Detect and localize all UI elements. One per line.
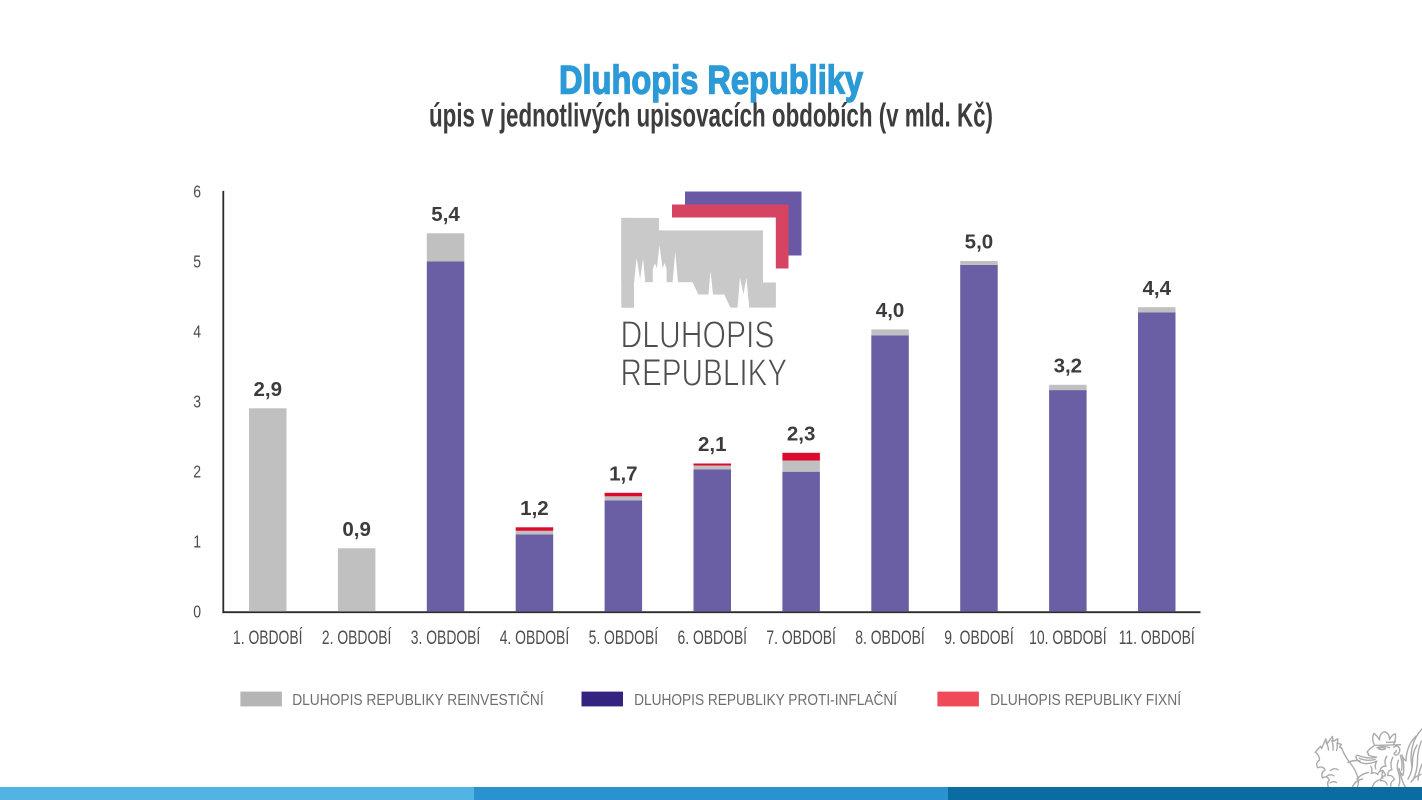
svg-text:DLUHOPIS REPUBLIKY PROTI-INFLA: DLUHOPIS REPUBLIKY PROTI-INFLAČNÍ (634, 692, 898, 709)
svg-text:1. OBDOBÍ: 1. OBDOBÍ (233, 628, 303, 649)
svg-text:2,3: 2,3 (787, 424, 816, 446)
svg-text:5: 5 (193, 251, 201, 271)
svg-text:0: 0 (193, 601, 201, 621)
svg-text:DLUHOPIS: DLUHOPIS (621, 315, 775, 357)
svg-text:6: 6 (193, 181, 201, 201)
svg-text:6. OBDOBÍ: 6. OBDOBÍ (678, 628, 748, 649)
svg-text:3. OBDOBÍ: 3. OBDOBÍ (411, 628, 481, 649)
svg-text:0,9: 0,9 (342, 519, 371, 541)
svg-text:2,1: 2,1 (698, 434, 727, 456)
svg-text:2. OBDOBÍ: 2. OBDOBÍ (322, 628, 392, 649)
svg-text:11. OBDOBÍ: 11. OBDOBÍ (1119, 628, 1196, 649)
svg-text:9. OBDOBÍ: 9. OBDOBÍ (944, 628, 1014, 649)
svg-text:2: 2 (193, 461, 201, 481)
svg-text:4,0: 4,0 (876, 300, 905, 322)
svg-text:7. OBDOBÍ: 7. OBDOBÍ (766, 628, 836, 649)
svg-text:DLUHOPIS REPUBLIKY FIXNÍ: DLUHOPIS REPUBLIKY FIXNÍ (990, 692, 1182, 709)
svg-text:3,2: 3,2 (1054, 356, 1083, 378)
svg-text:10. OBDOBÍ: 10. OBDOBÍ (1029, 628, 1107, 649)
svg-text:4,4: 4,4 (1143, 278, 1172, 300)
svg-text:2,9: 2,9 (254, 379, 283, 401)
svg-text:4: 4 (193, 321, 201, 341)
svg-text:REPUBLIKY: REPUBLIKY (621, 353, 788, 395)
svg-text:5,0: 5,0 (965, 232, 994, 254)
svg-text:5,4: 5,4 (431, 204, 460, 226)
svg-text:8. OBDOBÍ: 8. OBDOBÍ (855, 628, 925, 649)
svg-text:1: 1 (193, 531, 201, 551)
svg-text:3: 3 (193, 391, 201, 411)
svg-text:úpis v jednotlivých upisovacíc: úpis v jednotlivých upisovacích obdobích… (429, 97, 993, 134)
svg-text:5. OBDOBÍ: 5. OBDOBÍ (589, 628, 659, 649)
svg-text:4. OBDOBÍ: 4. OBDOBÍ (500, 628, 570, 649)
svg-text:Dluhopis Republiky: Dluhopis Republiky (559, 59, 864, 103)
svg-text:1,7: 1,7 (609, 464, 638, 486)
svg-text:1,2: 1,2 (520, 498, 549, 520)
svg-text:DLUHOPIS REPUBLIKY REINVESTIČN: DLUHOPIS REPUBLIKY REINVESTIČNÍ (292, 692, 544, 709)
